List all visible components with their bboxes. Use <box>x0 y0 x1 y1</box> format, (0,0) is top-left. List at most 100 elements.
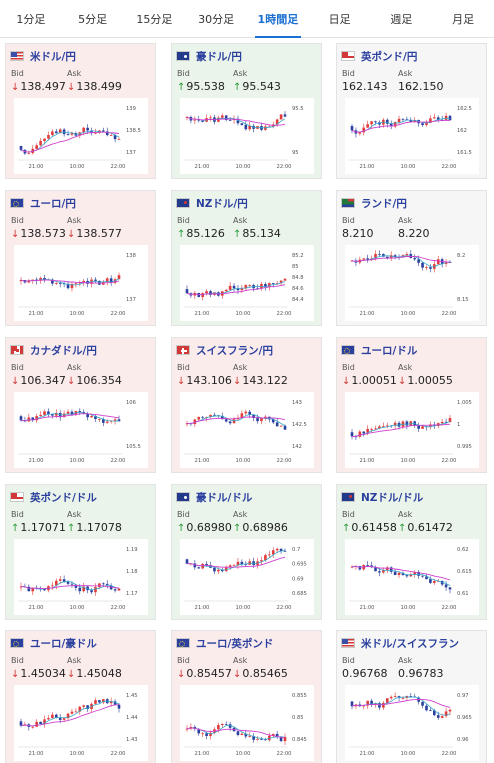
bid-value: 106.347 <box>20 374 66 387</box>
mini-candlestick-chart[interactable]: 143 142.5 142 21:00 10:00 22:00 <box>180 392 314 468</box>
moving-average-long <box>186 556 286 568</box>
pair-title[interactable]: 米ドル/スイスフラン <box>341 636 459 650</box>
candle-body <box>70 411 74 415</box>
pair-name[interactable]: ユーロ/豪ドル <box>30 637 97 650</box>
pair-title[interactable]: NZドル/ドル <box>341 490 423 504</box>
pair-name[interactable]: ランド/円 <box>361 197 407 210</box>
mini-candlestick-chart[interactable]: 162.5 162 161.5 21:00 10:00 22:00 <box>345 98 479 174</box>
pair-name[interactable]: 英ポンド/円 <box>361 50 418 63</box>
candle-body <box>43 277 46 280</box>
pair-card[interactable]: 豪ドル/円 Bid Ask ↑95.538 ↑95.543 95.5 95 21:00 10:0… <box>171 43 322 179</box>
pair-card[interactable]: ランド/円 Bid Ask 8.210 8.220 8.2 8.15 21:00 10:00 22… <box>336 190 487 326</box>
x-tick-label: 22:00 <box>277 311 292 317</box>
tab-weekly[interactable]: 週足 <box>390 12 413 26</box>
arrow-down-icon: ↓ <box>11 229 20 240</box>
tab-daily[interactable]: 日足 <box>328 12 351 26</box>
mini-candlestick-chart[interactable]: 1.19 1.18 1.17 21:00 10:00 22:00 <box>14 539 148 615</box>
tab-1hour[interactable]: 1時間足 <box>247 0 309 38</box>
mini-candlestick-chart[interactable]: 0.855 0.85 0.845 21:00 10:00 22:00 <box>180 685 314 761</box>
pair-card[interactable]: スイスフラン/円 Bid Ask ↓143.106 ↓143.122 143 142.5 14… <box>171 337 322 473</box>
pair-card[interactable]: 米ドル/円 Bid Ask ↓138.497 ↓138.499 139 138.5 137 21… <box>5 43 156 179</box>
candle-body <box>444 262 448 264</box>
pair-title[interactable]: スイスフラン/円 <box>176 343 273 357</box>
pair-name[interactable]: NZドル/円 <box>196 197 248 210</box>
candle-body <box>409 120 413 123</box>
pair-name[interactable]: 米ドル/円 <box>30 50 76 63</box>
candle-body <box>389 255 393 259</box>
pair-card[interactable]: 英ポンド/円 Bid Ask 162.143 162.150 162.5 162 161.5 2… <box>336 43 487 179</box>
candle-body <box>425 122 428 126</box>
candle-body <box>271 733 275 736</box>
pair-card[interactable]: ユーロ/豪ドル Bid Ask ↓1.45034 ↓1.45048 1.45 1.44 1.4… <box>5 630 156 763</box>
pair-title[interactable]: ユーロ/英ポンド <box>176 636 273 650</box>
mini-candlestick-chart[interactable]: 106 105.5 21:00 10:00 22:00 <box>14 392 148 468</box>
pair-name[interactable]: 豪ドル/ドル <box>196 491 253 504</box>
candle-body <box>256 418 259 422</box>
pair-name[interactable]: 米ドル/スイスフラン <box>361 637 460 650</box>
candle-body <box>279 280 283 284</box>
pair-name[interactable]: スイスフラン/円 <box>196 344 274 357</box>
mini-candlestick-chart[interactable]: 85.2 85 84.8 84.6 84.4 21:00 10:00 22:00 <box>180 245 314 321</box>
ask-price: ↓143.122 <box>233 374 288 387</box>
y-tick-label: 1.18 <box>126 569 138 575</box>
tab-5min[interactable]: 5分足 <box>78 12 108 26</box>
tab-1min[interactable]: 1分足 <box>16 12 46 26</box>
candle-body <box>102 583 105 585</box>
pair-card[interactable]: ユーロ/英ポンド Bid Ask ↓0.85457 ↓0.85465 0.855 0.85 0… <box>171 630 322 763</box>
pair-name[interactable]: ユーロ/英ポンド <box>196 637 274 650</box>
mini-candlestick-chart[interactable]: 95.5 95 21:00 10:00 22:00 <box>180 98 314 174</box>
pair-card[interactable]: ユーロ/円 Bid Ask ↓138.573 ↓138.577 138 137 21:00 10… <box>5 190 156 326</box>
mini-candlestick-chart[interactable]: 0.7 0.695 0.69 0.685 21:00 10:00 22:00 <box>180 539 314 615</box>
pair-card[interactable]: 豪ドル/ドル Bid Ask ↑0.68980 ↑0.68986 0.7 0.695 0.69… <box>171 484 322 620</box>
candle-body <box>362 258 366 260</box>
candle-body <box>224 289 228 292</box>
mini-candlestick-chart[interactable]: 139 138.5 137 21:00 10:00 22:00 <box>14 98 148 174</box>
mini-candlestick-chart[interactable]: 8.2 8.15 21:00 10:00 22:00 <box>345 245 479 321</box>
pair-name[interactable]: 英ポンド/ドル <box>30 491 97 504</box>
y-tick-label: 0.96 <box>457 737 469 743</box>
pair-name[interactable]: NZドル/ドル <box>361 491 424 504</box>
pair-card[interactable]: 英ポンド/ドル Bid Ask ↑1.17071 ↑1.17078 1.19 1.18 1.1… <box>5 484 156 620</box>
mini-candlestick-chart[interactable]: 1.005 1 0.995 21:00 10:00 22:00 <box>345 392 479 468</box>
pair-title[interactable]: ユーロ/ドル <box>341 343 417 357</box>
pair-title[interactable]: カナダドル/円 <box>10 343 97 357</box>
candle-body <box>417 572 420 576</box>
mini-candlestick-chart[interactable]: 138 137 21:00 10:00 22:00 <box>14 245 148 321</box>
pair-title[interactable]: ユーロ/豪ドル <box>10 636 97 650</box>
pair-card[interactable]: 米ドル/スイスフラン Bid Ask 0.96768 0.96783 0.97 0.965 0… <box>336 630 487 763</box>
candle-body <box>240 413 244 419</box>
pair-name[interactable]: ユーロ/ドル <box>361 344 418 357</box>
pair-name[interactable]: ユーロ/円 <box>30 197 76 210</box>
mini-candlestick-chart[interactable]: 1.45 1.44 1.43 21:00 10:00 22:00 <box>14 685 148 761</box>
tab-monthly[interactable]: 月足 <box>452 12 475 26</box>
tab-15min[interactable]: 15分足 <box>136 12 173 26</box>
pair-card[interactable]: NZドル/ドル Bid Ask ↑0.61458 ↑0.61472 0.62 0.615 0.… <box>336 484 487 620</box>
pair-title[interactable]: ユーロ/円 <box>10 196 76 210</box>
candle-body <box>421 701 424 706</box>
candle-body <box>217 569 220 572</box>
candle-body <box>78 411 82 413</box>
candle-body <box>74 283 78 285</box>
candle-body <box>113 419 117 421</box>
candle-body <box>248 736 252 737</box>
pair-title[interactable]: 豪ドル/ドル <box>176 490 252 504</box>
candle-body <box>350 566 354 568</box>
pair-card[interactable]: NZドル/円 Bid Ask ↑85.126 ↑85.134 85.2 85 84.8 84.6… <box>171 190 322 326</box>
pair-title[interactable]: ランド/円 <box>341 196 407 210</box>
candle-body <box>117 588 121 591</box>
pair-name[interactable]: カナダドル/円 <box>30 344 97 357</box>
pair-title[interactable]: 米ドル/円 <box>10 49 76 63</box>
mini-candlestick-chart[interactable]: 0.97 0.965 0.96 21:00 10:00 22:00 <box>345 685 479 761</box>
pair-title[interactable]: 英ポンド/円 <box>341 49 417 63</box>
pair-title[interactable]: NZドル/円 <box>176 196 248 210</box>
y-tick-label: 95 <box>292 150 299 156</box>
pair-title[interactable]: 英ポンド/ドル <box>10 490 97 504</box>
candle-body <box>358 132 362 134</box>
pair-card[interactable]: ユーロ/ドル Bid Ask ↓1.00051 ↓1.00055 1.005 1 0.995 2… <box>336 337 487 473</box>
tab-30min[interactable]: 30分足 <box>198 12 235 26</box>
candle-body <box>448 115 452 121</box>
pair-title[interactable]: 豪ドル/円 <box>176 49 242 63</box>
mini-candlestick-chart[interactable]: 0.62 0.615 0.61 21:00 10:00 22:00 <box>345 539 479 615</box>
pair-name[interactable]: 豪ドル/円 <box>196 50 242 63</box>
pair-card[interactable]: カナダドル/円 Bid Ask ↓106.347 ↓106.354 106 105.5 21:… <box>5 337 156 473</box>
